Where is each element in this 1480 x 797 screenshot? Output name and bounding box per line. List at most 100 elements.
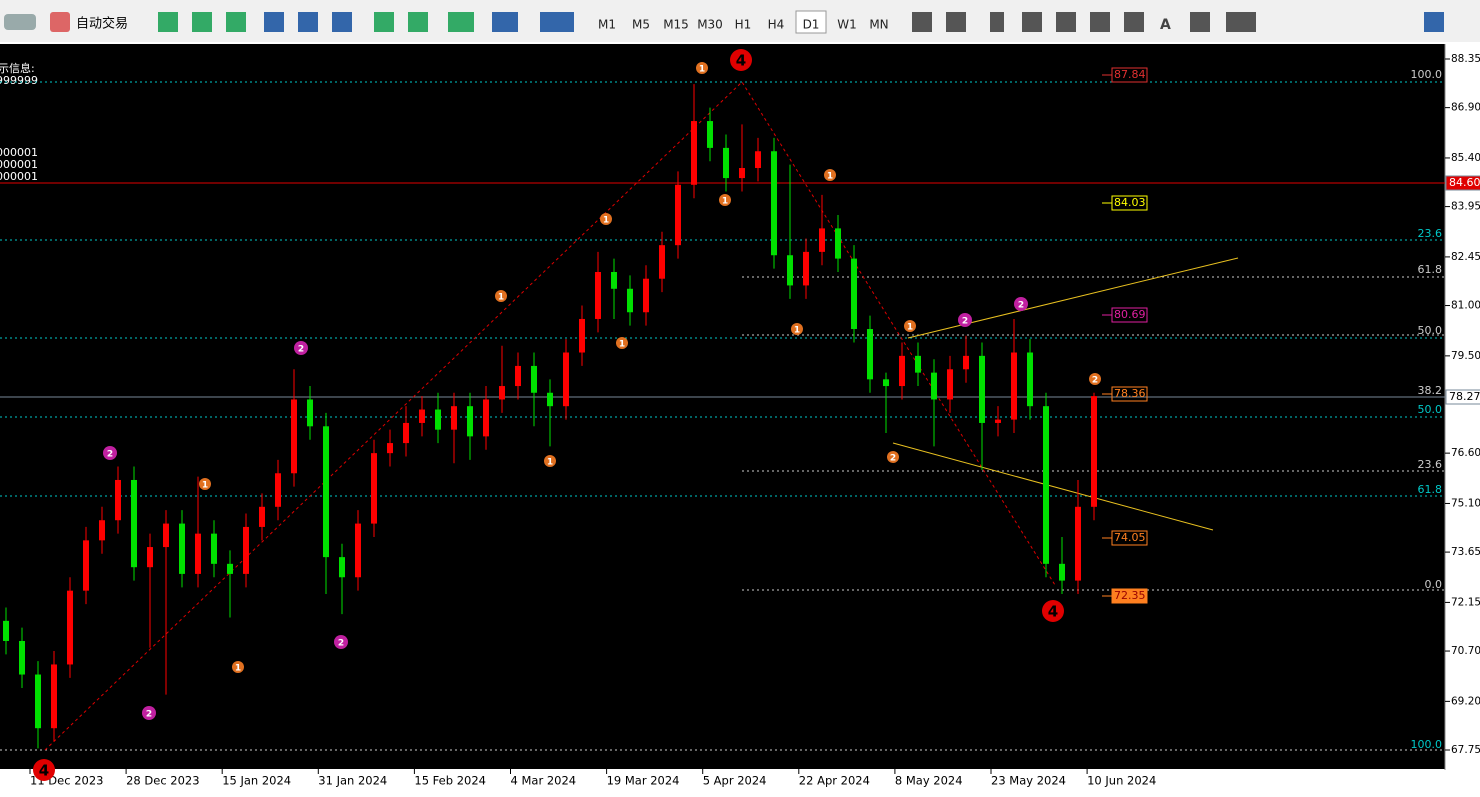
x-tick-label: 23 May 2024 xyxy=(991,774,1066,788)
icon[interactable] xyxy=(492,12,518,32)
icon[interactable] xyxy=(4,14,36,30)
icon[interactable] xyxy=(264,12,284,32)
candle-body xyxy=(579,318,585,353)
price-tag: 72.35 xyxy=(1114,589,1146,602)
y-tick-label: 83.95 xyxy=(1451,201,1480,213)
wave-marker xyxy=(904,320,916,332)
period-button[interactable]: H1 xyxy=(735,18,752,32)
axis-tag xyxy=(1445,175,1480,191)
fib-label: 0.0 xyxy=(1425,578,1443,591)
candle-body xyxy=(963,355,969,370)
auto-trade[interactable]: 自动交易 xyxy=(76,16,128,32)
tag-box xyxy=(1111,386,1148,402)
wave-label: 1 xyxy=(619,340,625,350)
icon[interactable] xyxy=(1424,12,1444,32)
period-button[interactable]: H4 xyxy=(768,18,785,32)
wave-label: 2 xyxy=(338,639,344,649)
icon[interactable] xyxy=(1226,12,1256,32)
wave-marker xyxy=(616,337,628,349)
icon[interactable] xyxy=(912,12,932,32)
wave-marker xyxy=(294,341,308,355)
wave-marker xyxy=(199,478,211,490)
fib-label: 38.2 xyxy=(1418,384,1443,397)
candle-body xyxy=(867,329,873,380)
icon[interactable] xyxy=(1090,12,1110,32)
icon[interactable] xyxy=(408,12,428,32)
x-tick-label: 8 May 2024 xyxy=(895,774,963,788)
candle-body xyxy=(99,520,105,541)
wave-marker xyxy=(103,446,117,460)
candle-body xyxy=(611,272,617,289)
candle-body xyxy=(163,523,169,548)
period-button[interactable]: MN xyxy=(869,18,888,32)
candle-body xyxy=(291,399,297,474)
fib-label: 23.6 xyxy=(1418,458,1443,471)
tag-box xyxy=(1111,195,1148,211)
text-tool[interactable]: A xyxy=(1160,17,1171,33)
period-button[interactable]: M1 xyxy=(598,18,616,32)
icon[interactable] xyxy=(374,12,394,32)
wave-marker xyxy=(142,706,156,720)
candle-body xyxy=(355,523,361,578)
icon[interactable] xyxy=(946,12,966,32)
candle-body xyxy=(723,147,729,179)
candle-body xyxy=(787,255,793,286)
icon[interactable] xyxy=(332,12,352,32)
tag-box xyxy=(1111,67,1148,83)
wave-label: 2 xyxy=(1092,376,1098,386)
icon[interactable] xyxy=(540,12,574,32)
icon[interactable] xyxy=(192,12,212,32)
candle-body xyxy=(419,409,425,423)
period-button[interactable]: W1 xyxy=(837,18,857,32)
y-tick-label: 72.15 xyxy=(1451,596,1480,608)
candle-body xyxy=(371,453,377,524)
wave-label: 1 xyxy=(498,293,504,303)
period-button[interactable]: M5 xyxy=(632,18,650,32)
x-tick-label: 5 Apr 2024 xyxy=(703,774,767,788)
period-button[interactable]: D1 xyxy=(803,18,820,32)
icon[interactable] xyxy=(1190,12,1210,32)
icon[interactable] xyxy=(158,12,178,32)
wave-marker xyxy=(824,169,836,181)
wave-marker xyxy=(730,49,752,71)
x-tick-label: 15 Jan 2024 xyxy=(222,774,291,788)
candle-body xyxy=(499,386,505,400)
icon[interactable] xyxy=(990,12,1004,32)
price-tag: 80.69 xyxy=(1114,308,1146,321)
axis-tag xyxy=(1445,389,1480,405)
candle-body xyxy=(995,419,1001,423)
wave-marker xyxy=(1089,373,1101,385)
icon[interactable] xyxy=(448,12,474,32)
period-button[interactable]: M30 xyxy=(697,18,723,32)
candle-body xyxy=(243,526,249,574)
icon[interactable] xyxy=(1056,12,1076,32)
wave-marker xyxy=(958,313,972,327)
wave-label: 2 xyxy=(107,450,113,460)
candle-body xyxy=(259,506,265,527)
period-button[interactable]: M15 xyxy=(663,18,689,32)
fib-label: 23.6 xyxy=(1418,227,1443,240)
icon[interactable] xyxy=(1022,12,1042,32)
y-tick-label: 85.40 xyxy=(1451,152,1480,164)
candle-body xyxy=(147,547,153,568)
y-tick-label: 86.90 xyxy=(1451,102,1480,114)
wave-label: 4 xyxy=(39,762,49,780)
info-line: 000001 xyxy=(0,158,38,171)
wave-label: 4 xyxy=(736,52,746,70)
wave-label: 1 xyxy=(794,326,800,336)
candle-body xyxy=(403,422,409,444)
candle-body xyxy=(451,406,457,430)
icon[interactable] xyxy=(50,12,70,32)
x-tick-label: 31 Jan 2024 xyxy=(318,774,387,788)
tag-box xyxy=(1111,307,1148,323)
candle-body xyxy=(515,365,521,387)
candle-body xyxy=(1059,563,1065,581)
icon[interactable] xyxy=(1124,12,1144,32)
candle-body xyxy=(899,355,905,387)
icon[interactable] xyxy=(298,12,318,32)
icon[interactable] xyxy=(226,12,246,32)
price-tag: 87.84 xyxy=(1114,68,1146,81)
candle-body xyxy=(35,674,41,729)
wave-label: 2 xyxy=(962,317,968,327)
candle-body xyxy=(115,479,121,521)
